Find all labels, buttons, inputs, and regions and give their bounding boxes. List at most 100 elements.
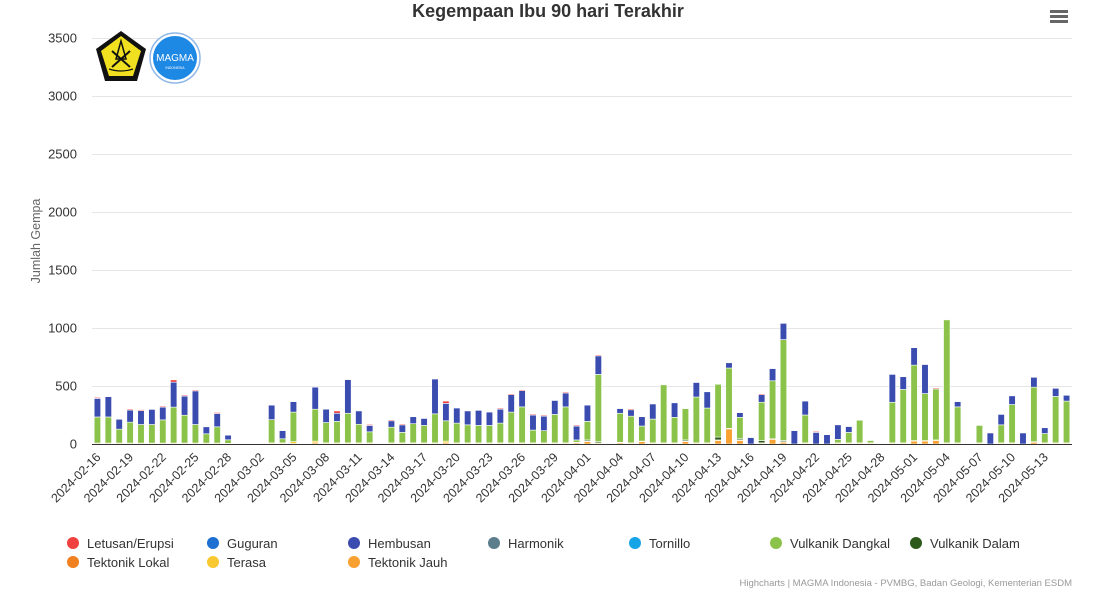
legend-item[interactable]: Terasa [207, 555, 267, 570]
bar-segment-vulkanik-dangkal[interactable] [268, 419, 276, 444]
bar-segment-hembusan[interactable] [551, 400, 559, 415]
bar-segment-hembusan[interactable] [115, 418, 123, 430]
day-stack[interactable] [660, 384, 668, 445]
day-stack[interactable] [333, 410, 341, 445]
bar-segment-letusan-erupsi[interactable] [333, 410, 341, 414]
bar-segment-hembusan[interactable] [834, 424, 842, 440]
bar-segment-letusan-erupsi[interactable] [594, 354, 602, 357]
bar-segment-hembusan[interactable] [573, 425, 581, 441]
day-stack[interactable] [1030, 376, 1038, 445]
bar-segment-vulkanik-dangkal[interactable] [181, 414, 189, 444]
legend-item[interactable]: Tornillo [629, 536, 690, 551]
day-stack[interactable] [344, 379, 352, 445]
bar-segment-hembusan[interactable] [779, 323, 787, 340]
bar-segment-hembusan[interactable] [529, 414, 537, 431]
day-stack[interactable] [736, 412, 744, 445]
bar-segment-letusan-erupsi[interactable] [213, 412, 221, 414]
bar-segment-vulkanik-dangkal[interactable] [899, 389, 907, 444]
bar-segment-hembusan[interactable] [333, 412, 341, 422]
bar-segment-hembusan[interactable] [453, 407, 461, 424]
day-stack[interactable] [464, 410, 472, 445]
bar-segment-hembusan[interactable] [104, 396, 112, 418]
legend-item[interactable]: Hembusan [348, 536, 431, 551]
bar-segment-vulkanik-dangkal[interactable] [801, 414, 809, 444]
bar-segment-vulkanik-dangkal[interactable] [420, 425, 428, 444]
bar-segment-hembusan[interactable] [475, 410, 483, 426]
bar-segment-vulkanik-dangkal[interactable] [1030, 386, 1038, 442]
day-stack[interactable] [932, 387, 940, 445]
bar-segment-hembusan[interactable] [1008, 395, 1016, 405]
bar-segment-hembusan[interactable] [1041, 427, 1049, 434]
bar-segment-hembusan[interactable] [790, 430, 798, 445]
day-stack[interactable] [159, 405, 167, 445]
bar-segment-vulkanik-dangkal[interactable] [104, 416, 112, 444]
bar-segment-vulkanik-dangkal[interactable] [888, 401, 896, 444]
day-stack[interactable] [692, 382, 700, 445]
bar-segment-hembusan[interactable] [268, 404, 276, 420]
bar-segment-hembusan[interactable] [627, 409, 635, 417]
bar-segment-vulkanik-dangkal[interactable] [409, 423, 417, 444]
bar-segment-vulkanik-dangkal[interactable] [594, 374, 602, 442]
day-stack[interactable] [104, 396, 112, 445]
day-stack[interactable] [845, 426, 853, 445]
legend-label[interactable]: Vulkanik Dalam [930, 536, 1020, 551]
bar-segment-vulkanik-dangkal[interactable] [627, 415, 635, 444]
bar-segment-hembusan[interactable] [1063, 394, 1071, 402]
bar-segment-hembusan[interactable] [594, 355, 602, 375]
day-stack[interactable] [638, 416, 646, 445]
bar-segment-vulkanik-dangkal[interactable] [910, 364, 918, 441]
bar-segment-letusan-erupsi[interactable] [518, 389, 526, 391]
bar-segment-vulkanik-dangkal[interactable] [1063, 400, 1071, 444]
bar-segment-vulkanik-dangkal[interactable] [333, 421, 341, 444]
bar-segment-hembusan[interactable] [616, 408, 624, 414]
bar-segment-vulkanik-dangkal[interactable] [943, 319, 951, 444]
bar-segment-hembusan[interactable] [518, 390, 526, 408]
bar-segment-tektonik-jauh[interactable] [921, 440, 929, 445]
bar-segment-hembusan[interactable] [540, 415, 548, 431]
bar-segment-vulkanik-dangkal[interactable] [93, 416, 101, 444]
bar-segment-hembusan[interactable] [420, 418, 428, 426]
bar-segment-hembusan[interactable] [747, 437, 755, 445]
bar-segment-vulkanik-dangkal[interactable] [170, 406, 178, 444]
bar-segment-vulkanik-dangkal[interactable] [692, 396, 700, 444]
bar-segment-hembusan[interactable] [1030, 376, 1038, 388]
legend-item[interactable]: Guguran [207, 536, 278, 551]
day-stack[interactable] [93, 397, 101, 445]
legend-label[interactable]: Tornillo [649, 536, 690, 551]
bar-segment-hembusan[interactable] [986, 432, 994, 445]
bar-segment-hembusan[interactable] [322, 408, 330, 423]
bar-segment-vulkanik-dangkal[interactable] [660, 384, 668, 444]
day-stack[interactable] [496, 407, 504, 445]
bar-segment-vulkanik-dangkal[interactable] [148, 424, 156, 444]
day-stack[interactable] [1019, 432, 1027, 445]
bar-segment-letusan-erupsi[interactable] [387, 419, 395, 422]
legend-label[interactable]: Letusan/Erupsi [87, 536, 174, 551]
day-stack[interactable] [986, 432, 994, 445]
day-stack[interactable] [148, 409, 156, 445]
day-stack[interactable] [191, 389, 199, 445]
bar-segment-hembusan[interactable] [758, 394, 766, 403]
bar-segment-vulkanik-dangkal[interactable] [344, 412, 352, 444]
day-stack[interactable] [725, 362, 733, 445]
legend-item[interactable]: Tektonik Lokal [67, 555, 169, 570]
bar-segment-letusan-erupsi[interactable] [496, 407, 504, 410]
day-stack[interactable] [954, 401, 962, 445]
bar-segment-vulkanik-dangkal[interactable] [355, 423, 363, 444]
day-stack[interactable] [322, 408, 330, 445]
bar-segment-vulkanik-dangkal[interactable] [671, 417, 679, 444]
day-stack[interactable] [170, 379, 178, 445]
bar-segment-letusan-erupsi[interactable] [366, 424, 374, 426]
bar-segment-hembusan[interactable] [289, 401, 297, 413]
day-stack[interactable] [714, 383, 722, 445]
legend-label[interactable]: Hembusan [368, 536, 431, 551]
day-stack[interactable] [747, 437, 755, 445]
bar-segment-letusan-erupsi[interactable] [398, 423, 406, 426]
day-stack[interactable] [431, 378, 439, 445]
bar-segment-tektonik-jauh[interactable] [910, 440, 918, 445]
bar-segment-vulkanik-dangkal[interactable] [769, 380, 777, 440]
bar-segment-hembusan[interactable] [801, 400, 809, 416]
legend-marker-icon[interactable] [910, 537, 922, 549]
bar-segment-hembusan[interactable] [355, 410, 363, 425]
day-stack[interactable] [475, 410, 483, 445]
bar-segment-tektonik-jauh[interactable] [932, 440, 940, 445]
